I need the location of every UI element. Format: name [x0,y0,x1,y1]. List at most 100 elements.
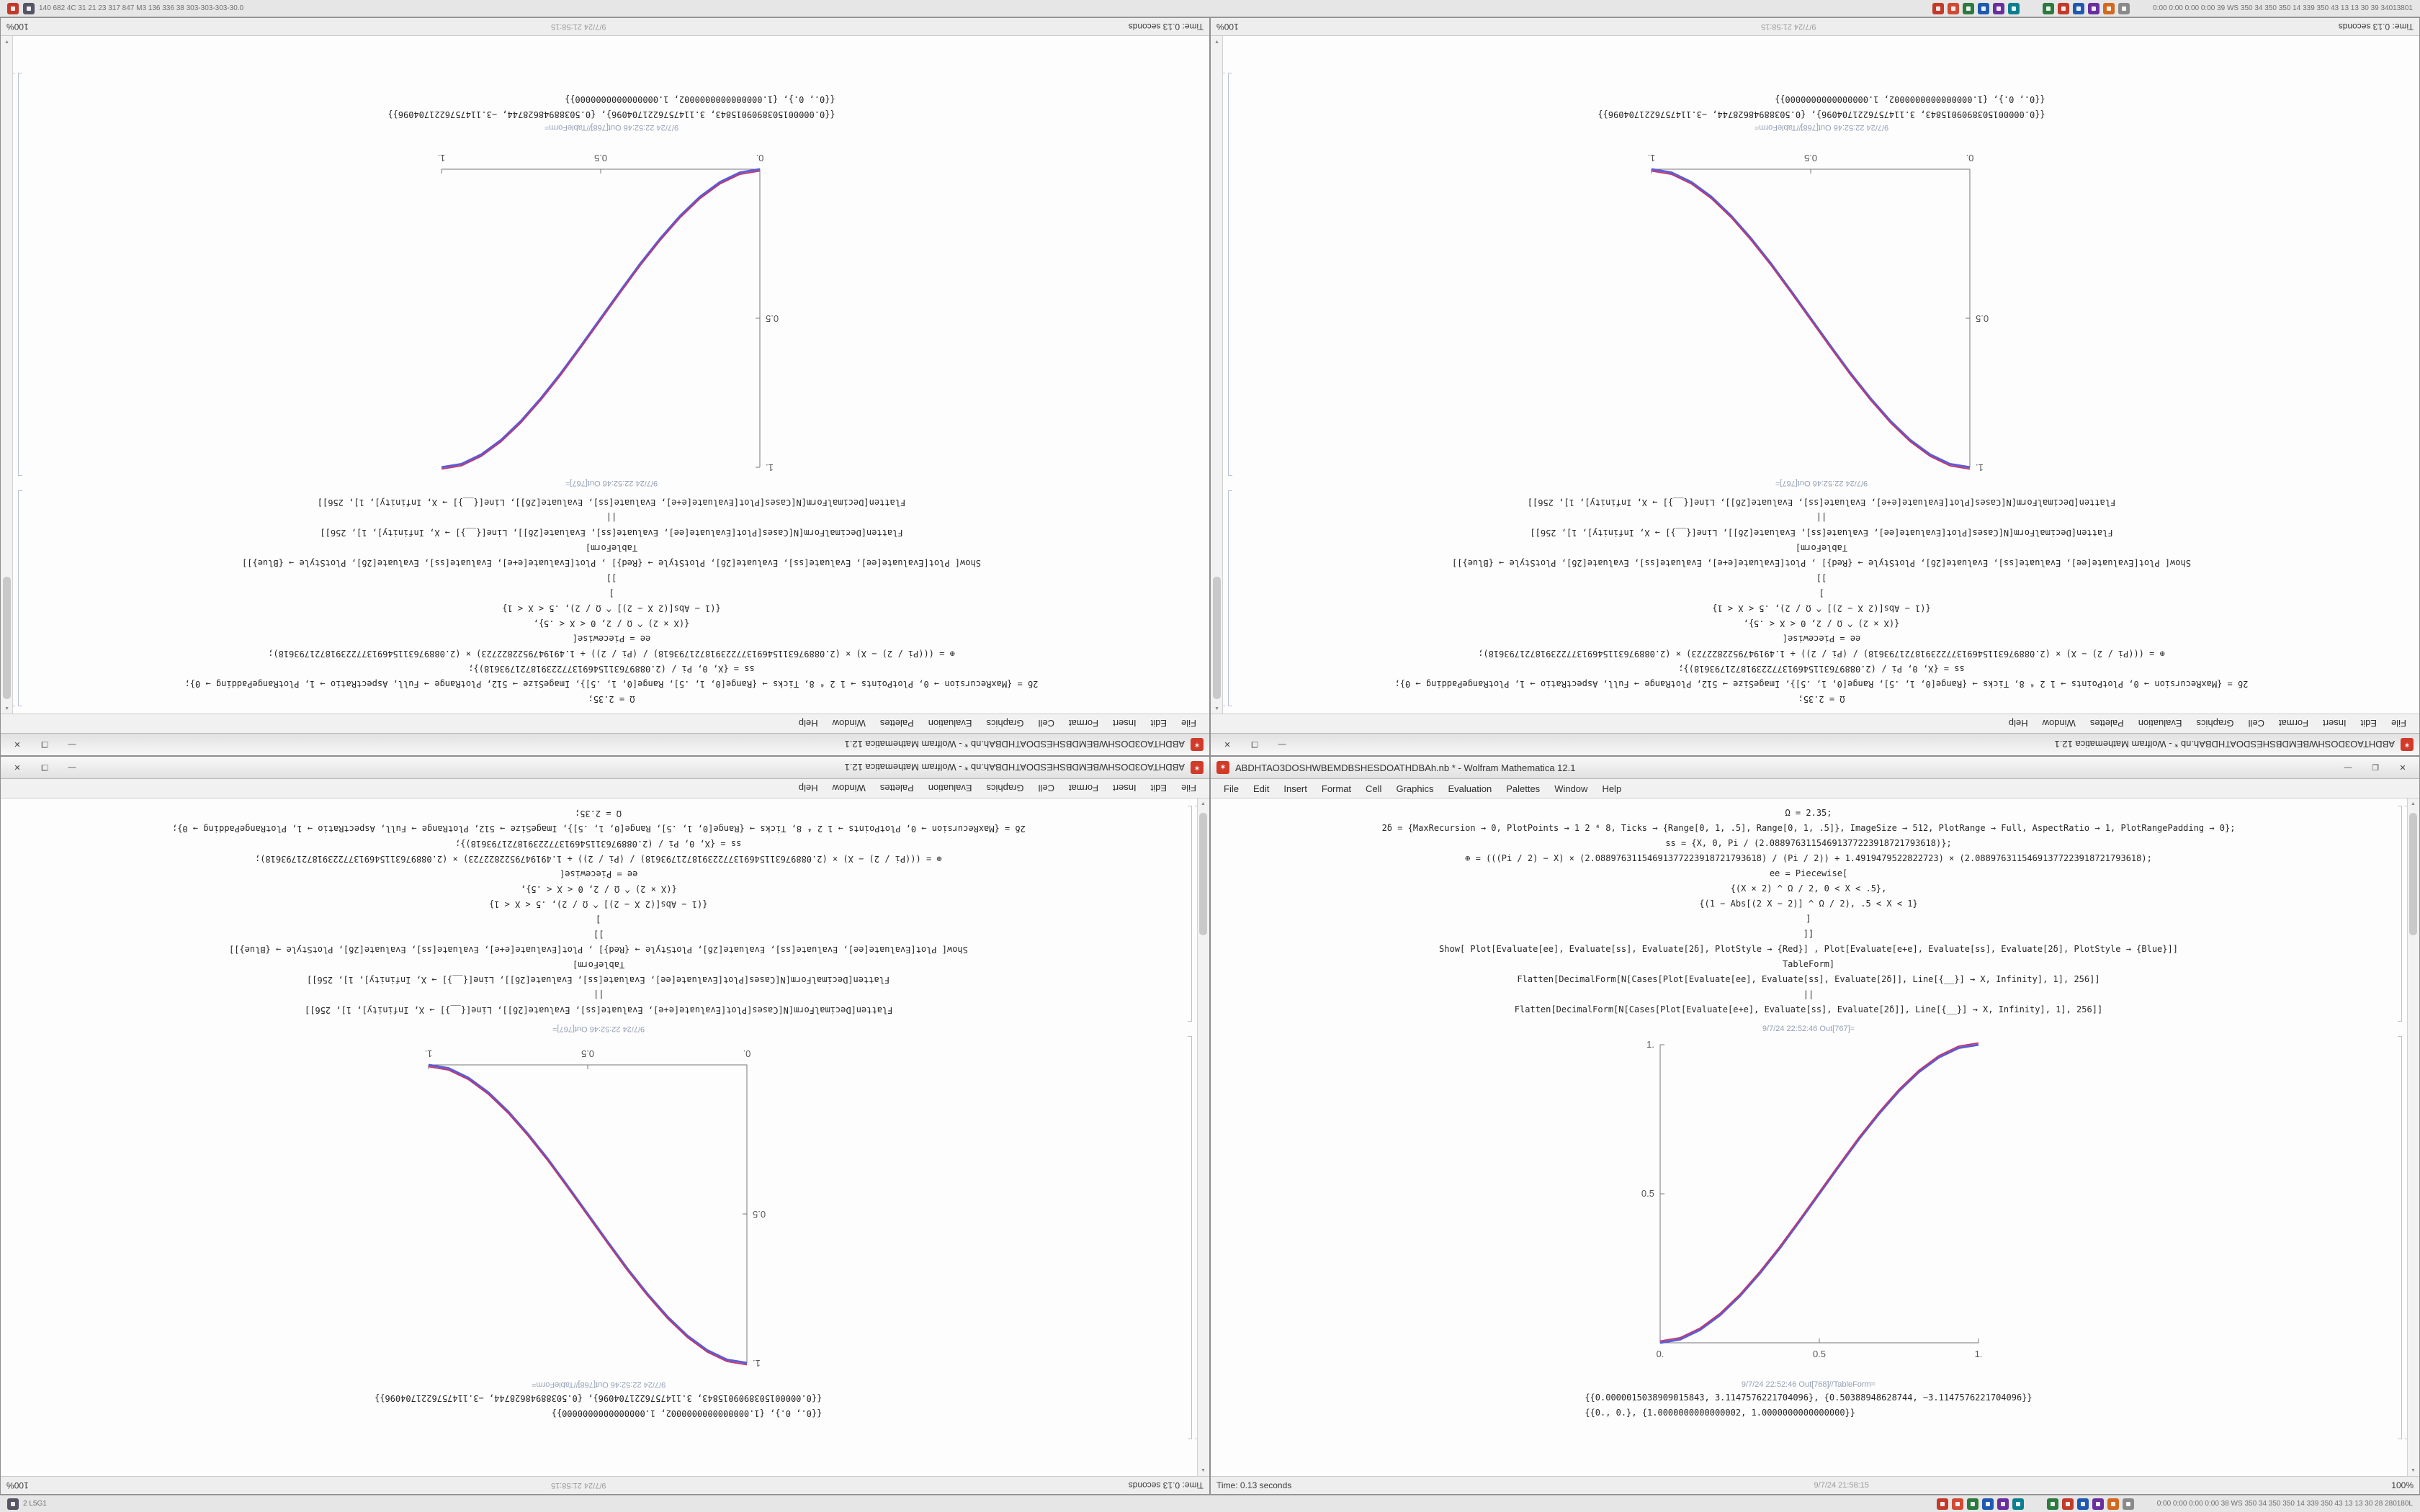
menu-item-format[interactable]: Format [2278,718,2309,729]
taskbar-app-icon[interactable] [1993,2,2005,14]
window-titlebar[interactable]: ✶ ABDHTAO3DOSHWBEMDBSHESDOATHDBAh.nb * -… [1,733,1209,755]
scroll-up-arrow[interactable]: ▲ [1201,801,1206,806]
zoom-level[interactable]: 100% [1216,22,1239,32]
cell-bracket-output[interactable] [1228,73,1233,476]
menu-item-help[interactable]: Help [2008,718,2028,729]
zoom-level[interactable]: 100% [6,1480,29,1490]
menu-item-insert[interactable]: Insert [1113,718,1137,729]
taskbar-app-icon[interactable] [1981,1498,1994,1510]
scroll-down-arrow[interactable]: ▼ [1201,1468,1206,1473]
scroll-down-arrow[interactable]: ▼ [1214,39,1219,44]
maximize-button[interactable]: ❐ [2372,763,2379,773]
taskbar-app-icon[interactable] [2088,2,2100,14]
input-cell[interactable]: Ω = 2.35; 2δ = {MaxRecursion → 0, PlotPoi… [172,806,1026,1017]
menu-item-cell[interactable]: Cell [1366,783,1382,794]
taskbar-app-icon[interactable] [1996,1498,2009,1510]
taskbar-app-icon[interactable] [2107,1498,2119,1510]
cell-bracket-input[interactable] [1187,806,1192,1022]
menu-item-window[interactable]: Window [1554,783,1588,794]
window-titlebar[interactable]: ✶ ABDHTAO3DOSHWBEMDBSHESDOATHDBAh.nb * -… [1211,757,2419,779]
menu-item-help[interactable]: Help [798,783,818,794]
cell-bracket-input[interactable] [1228,490,1233,706]
window-titlebar[interactable]: ✶ ABDHTAO3DOSHWBEMDBSHESDOATHDBAh.nb * -… [1211,733,2419,755]
taskbar-app-icon[interactable] [2058,2,2070,14]
menu-item-evaluation[interactable]: Evaluation [928,783,972,794]
app-icon-red[interactable] [7,2,19,14]
vertical-scrollbar[interactable]: ▲ ▼ [1197,798,1209,1476]
taskbar-app-icon[interactable] [2092,1498,2104,1510]
cell-bracket-output[interactable] [18,73,23,476]
close-button[interactable]: ✕ [14,739,21,749]
vertical-scrollbar[interactable]: ▲ ▼ [1,36,13,714]
menu-item-graphics[interactable]: Graphics [986,718,1024,729]
app-icon-dark[interactable] [23,2,35,14]
taskbar-app-icon[interactable] [2012,1498,2024,1510]
menu-item-cell[interactable]: Cell [2248,718,2264,729]
menu-item-window[interactable]: Window [832,783,866,794]
menu-item-edit[interactable]: Edit [1150,718,1168,729]
menu-item-graphics[interactable]: Graphics [1396,783,1434,794]
menu-item-evaluation[interactable]: Evaluation [1448,783,1492,794]
menu-item-file[interactable]: File [1181,783,1196,794]
taskbar-app-icon[interactable] [2118,2,2130,14]
taskbar-app-icon[interactable] [2061,1498,2074,1510]
menu-item-cell[interactable]: Cell [1038,783,1054,794]
scroll-down-arrow[interactable]: ▼ [2411,1468,2416,1473]
menu-item-window[interactable]: Window [2042,718,2076,729]
minimize-button[interactable]: — [68,740,76,749]
taskbar-app-icon[interactable] [2103,2,2115,14]
cell-bracket-input[interactable] [18,490,23,706]
scroll-down-arrow[interactable]: ▼ [4,39,9,44]
menu-item-insert[interactable]: Insert [2323,718,2347,729]
menu-item-evaluation[interactable]: Evaluation [928,718,972,729]
menu-item-palettes[interactable]: Palettes [2089,718,2124,729]
scrollbar-thumb[interactable] [2409,813,2417,935]
menu-item-cell[interactable]: Cell [1038,718,1054,729]
menu-item-edit[interactable]: Edit [1150,783,1168,794]
menu-item-edit[interactable]: Edit [2360,718,2378,729]
taskbar-app-icon[interactable] [1932,2,1945,14]
vertical-scrollbar[interactable]: ▲ ▼ [1211,36,1223,714]
menu-item-insert[interactable]: Insert [1283,783,1307,794]
taskbar-app-icon[interactable] [1966,1498,1978,1510]
taskbar-app-icon[interactable] [2046,1498,2058,1510]
scrollbar-thumb[interactable] [1199,813,1207,935]
menu-item-insert[interactable]: Insert [1113,783,1137,794]
menu-item-graphics[interactable]: Graphics [986,783,1024,794]
close-button[interactable]: ✕ [2399,763,2406,773]
close-button[interactable]: ✕ [1224,739,1231,749]
input-cell[interactable]: Ω = 2.35; 2δ = {MaxRecursion → 0, PlotPoi… [1395,495,2249,706]
maximize-button[interactable]: ❐ [41,762,48,772]
maximize-button[interactable]: ❐ [1251,739,1258,749]
minimize-button[interactable]: — [68,763,76,772]
taskbar-app-icon[interactable] [1948,2,1960,14]
input-cell[interactable]: Ω = 2.35; 2δ = {MaxRecursion → 0, PlotPoi… [185,495,1039,706]
taskbar-app-icon[interactable] [2122,1498,2134,1510]
taskbar-app-icon[interactable] [2076,1498,2089,1510]
menu-item-palettes[interactable]: Palettes [1506,783,1541,794]
menu-item-help[interactable]: Help [1602,783,1622,794]
close-button[interactable]: ✕ [14,762,21,772]
vertical-scrollbar[interactable]: ▲ ▼ [2407,798,2419,1476]
cell-bracket-output[interactable] [2397,1036,2402,1439]
input-cell[interactable]: Ω = 2.35; 2δ = {MaxRecursion → 0, PlotPoi… [1382,806,2236,1017]
taskbar-app-icon[interactable] [2008,2,2020,14]
scrollbar-thumb[interactable] [1213,577,1221,699]
menu-item-format[interactable]: Format [1068,718,1099,729]
menu-item-help[interactable]: Help [798,718,818,729]
scrollbar-thumb[interactable] [3,577,11,699]
menu-item-format[interactable]: Format [1321,783,1352,794]
menu-item-evaluation[interactable]: Evaluation [2138,718,2182,729]
cell-bracket-input[interactable] [2397,806,2402,1022]
menu-item-file[interactable]: File [2391,718,2406,729]
menu-item-format[interactable]: Format [1068,783,1099,794]
menu-item-file[interactable]: File [1224,783,1239,794]
zoom-level[interactable]: 100% [6,22,29,32]
window-titlebar[interactable]: ✶ ABDHTAO3DOSHWBEMDBSHESDOATHDBAh.nb * -… [1,757,1209,779]
app-icon-dark[interactable] [7,1498,19,1510]
menu-item-window[interactable]: Window [832,718,866,729]
scroll-up-arrow[interactable]: ▲ [2411,801,2416,806]
menu-item-edit[interactable]: Edit [1252,783,1270,794]
cell-bracket-output[interactable] [1187,1036,1192,1439]
taskbar-app-icon[interactable] [2043,2,2055,14]
